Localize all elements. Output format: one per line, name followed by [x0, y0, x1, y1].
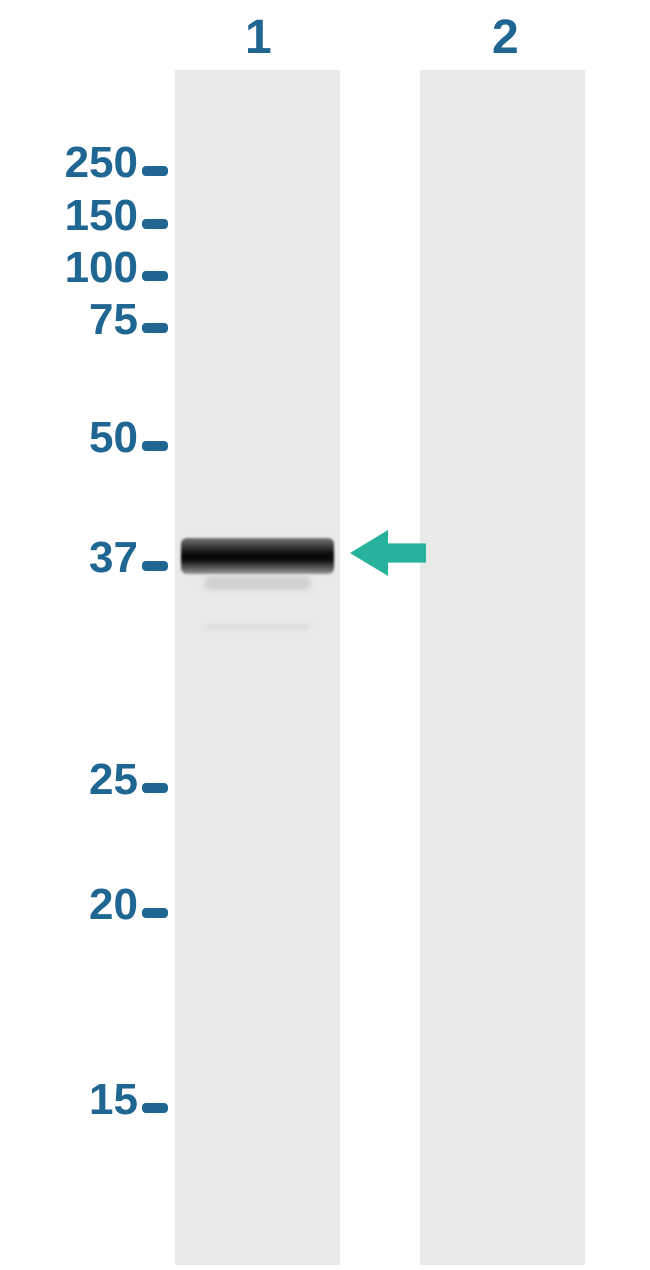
- mw-marker-dash: [142, 191, 168, 241]
- mw-marker-value: 250: [65, 138, 138, 188]
- mw-marker-dash: [142, 138, 168, 188]
- mw-marker-value: 100: [65, 243, 138, 293]
- mw-marker-dash: [142, 755, 168, 805]
- mw-marker-value: 150: [65, 191, 138, 241]
- mw-marker-value: 37: [89, 533, 138, 583]
- lane-1: [175, 70, 340, 1265]
- mw-marker-37: 37: [89, 533, 168, 583]
- mw-marker-dash: [142, 880, 168, 930]
- mw-marker-100: 100: [65, 243, 168, 293]
- mw-marker-20: 20: [89, 880, 168, 930]
- mw-marker-75: 75: [89, 295, 168, 345]
- mw-marker-value: 75: [89, 295, 138, 345]
- mw-marker-dash: [142, 413, 168, 463]
- mw-marker-value: 25: [89, 755, 138, 805]
- mw-marker-dash: [142, 533, 168, 583]
- mw-marker-dash: [142, 1075, 168, 1125]
- mw-marker-50: 50: [89, 413, 168, 463]
- mw-marker-dash: [142, 295, 168, 345]
- lane-2: [420, 70, 585, 1265]
- arrow-left-icon: [350, 530, 426, 576]
- mw-marker-25: 25: [89, 755, 168, 805]
- protein-band-faint-2: [205, 624, 310, 630]
- mw-marker-value: 50: [89, 413, 138, 463]
- mw-marker-250: 250: [65, 138, 168, 188]
- mw-marker-150: 150: [65, 191, 168, 241]
- mw-marker-value: 15: [89, 1075, 138, 1125]
- mw-marker-15: 15: [89, 1075, 168, 1125]
- western-blot-canvas: 1 2 25015010075 50 37 25 20 15: [0, 0, 650, 1270]
- mw-marker-dash: [142, 243, 168, 293]
- protein-band-main: [181, 538, 334, 574]
- protein-band-faint-1: [205, 576, 310, 590]
- lane-label-1: 1: [245, 10, 272, 65]
- lane-label-2: 2: [492, 10, 519, 65]
- band-indicator-arrow: [350, 530, 426, 576]
- mw-marker-value: 20: [89, 880, 138, 930]
